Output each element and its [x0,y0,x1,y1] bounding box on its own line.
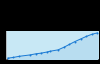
Point [12,57,14,58]
Point [29,54,31,55]
Point [85,36,87,37]
Point [74,41,76,42]
Point [35,53,36,54]
Point [91,34,92,35]
Point [80,39,81,40]
Point [49,51,50,52]
Point [40,53,42,54]
Point [18,56,20,57]
Point [46,52,48,53]
Point [96,32,98,33]
Point [7,58,8,59]
Point [63,47,64,48]
Point [68,44,70,45]
Point [57,49,59,50]
